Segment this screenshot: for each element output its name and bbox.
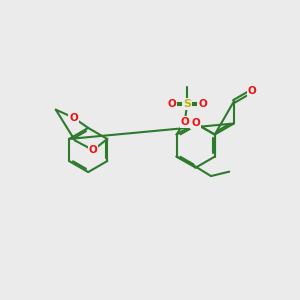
Text: O: O (89, 145, 98, 155)
Text: O: O (167, 99, 176, 109)
Text: O: O (180, 117, 189, 127)
Text: O: O (198, 99, 207, 109)
Text: O: O (248, 86, 256, 96)
Text: S: S (183, 99, 191, 109)
Text: O: O (191, 118, 200, 128)
Text: O: O (69, 112, 78, 123)
